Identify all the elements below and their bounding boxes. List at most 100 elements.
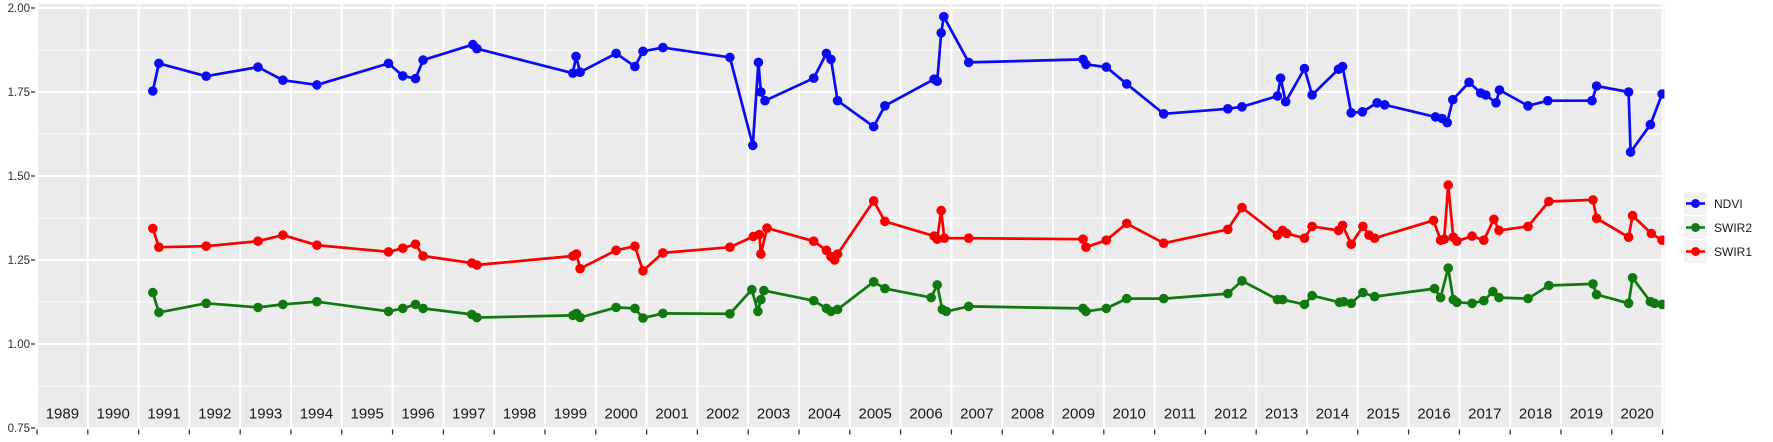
- data-point-swir1: [725, 242, 735, 252]
- data-point-ndvi: [398, 71, 408, 81]
- y-axis-tick-label: 1.00: [8, 339, 30, 351]
- data-point-swir1: [1646, 228, 1657, 239]
- data-point-ndvi: [1121, 79, 1132, 89]
- data-point-swir1: [278, 230, 288, 240]
- data-point-swir1: [410, 239, 421, 249]
- data-point-swir2: [1081, 306, 1091, 317]
- data-point-swir2: [312, 296, 322, 307]
- data-point-swir1: [1223, 224, 1233, 235]
- data-point-swir2: [1429, 283, 1440, 294]
- data-point-swir2: [1346, 298, 1356, 309]
- data-point-swir2: [880, 283, 890, 294]
- data-point-ndvi: [1081, 59, 1091, 70]
- x-axis-tick-label: 1989: [46, 406, 79, 423]
- x-axis-tick-label: 2014: [1316, 406, 1349, 423]
- data-point-swir2: [926, 292, 936, 303]
- legend: NDVI SWIR2 SWIR1: [1684, 192, 1752, 263]
- data-point-ndvi: [1625, 147, 1636, 157]
- series-swir2: [148, 263, 1665, 323]
- x-axis-tick-label: 2016: [1417, 406, 1450, 423]
- data-point-ndvi: [932, 76, 942, 86]
- data-point-ndvi: [418, 55, 428, 65]
- data-point-swir2: [1591, 289, 1602, 300]
- x-axis-tick-label: 1999: [554, 406, 587, 423]
- data-point-swir2: [1299, 299, 1310, 310]
- data-point-swir2: [747, 284, 757, 295]
- x-axis-tick-label: 1990: [97, 406, 130, 423]
- data-point-swir2: [1544, 280, 1554, 291]
- data-point-swir2: [253, 302, 263, 313]
- x-axis-tick-label: 2018: [1519, 406, 1552, 423]
- data-point-swir1: [253, 236, 263, 246]
- data-point-swir2: [154, 307, 164, 318]
- data-point-swir1: [1439, 234, 1449, 244]
- x-axis-tick-label: 2007: [960, 406, 993, 423]
- data-point-swir1: [963, 233, 974, 243]
- data-point-ndvi: [939, 11, 949, 22]
- data-point-swir1: [1657, 235, 1665, 245]
- legend-point-line-icon: [1686, 199, 1705, 208]
- data-point-ndvi: [1158, 109, 1169, 119]
- data-point-swir1: [638, 266, 648, 276]
- data-point-swir2: [611, 302, 621, 313]
- data-point-swir2: [725, 309, 735, 319]
- data-point-swir2: [638, 313, 648, 323]
- x-axis-tick-label: 2017: [1468, 406, 1501, 423]
- x-axis-tick-label: 2005: [859, 406, 892, 423]
- data-point-ndvi: [630, 61, 640, 72]
- data-point-swir2: [410, 299, 421, 310]
- x-axis-tick-label: 2012: [1214, 406, 1247, 423]
- x-axis-tick-label: 1993: [249, 406, 282, 423]
- x-axis-tick-label: 2006: [909, 406, 942, 423]
- legend-entry-swir1: SWIR1: [1684, 240, 1752, 263]
- legend-point-line-icon: [1686, 247, 1705, 256]
- x-axis-tick-label: 2013: [1265, 406, 1298, 423]
- data-point-swir1: [756, 249, 766, 259]
- data-point-ndvi: [1523, 101, 1533, 111]
- data-point-ndvi: [1272, 91, 1283, 101]
- data-point-swir1: [880, 216, 890, 227]
- data-point-swir1: [398, 243, 408, 253]
- legend-point-line-icon: [1686, 223, 1705, 232]
- data-point-swir1: [571, 249, 582, 259]
- data-point-swir1: [1337, 220, 1348, 231]
- x-axis-tick-label: 1996: [401, 406, 434, 423]
- data-point-ndvi: [1223, 104, 1233, 114]
- data-point-swir2: [418, 303, 428, 314]
- data-point-ndvi: [1357, 107, 1368, 117]
- data-point-ndvi: [611, 48, 621, 59]
- data-point-ndvi: [808, 73, 819, 83]
- data-point-swir2: [398, 303, 408, 314]
- data-point-swir1: [1443, 180, 1453, 190]
- data-point-swir2: [658, 308, 668, 319]
- data-point-swir1: [1078, 234, 1088, 244]
- data-point-swir1: [1281, 228, 1292, 239]
- data-point-swir1: [1544, 196, 1554, 207]
- data-point-swir1: [1588, 195, 1598, 205]
- data-point-swir2: [1494, 292, 1504, 303]
- data-point-ndvi: [568, 68, 578, 78]
- data-point-swir1: [1623, 232, 1634, 242]
- data-point-swir1: [868, 196, 879, 206]
- legend-key-swatch-swir1: [1684, 240, 1707, 263]
- data-point-ndvi: [410, 73, 421, 84]
- data-point-swir1: [1467, 231, 1477, 241]
- legend-label-ndvi: NDVI: [1714, 196, 1743, 211]
- y-axis-tick-label: 1.50: [8, 171, 30, 183]
- data-point-swir2: [1369, 291, 1380, 302]
- legend-key-swatch-ndvi: [1684, 192, 1707, 215]
- series-line-ndvi: [151, 15, 1664, 154]
- data-point-ndvi: [154, 58, 164, 69]
- data-point-swir1: [154, 242, 164, 252]
- x-axis-tick-label: 2008: [1011, 406, 1044, 423]
- data-point-swir2: [1488, 286, 1498, 297]
- data-point-swir1: [1237, 202, 1247, 213]
- data-point-swir1: [1627, 210, 1638, 221]
- data-point-swir1: [201, 241, 211, 251]
- data-point-swir1: [1121, 218, 1132, 229]
- data-point-ndvi: [1101, 62, 1112, 72]
- data-point-ndvi: [963, 57, 974, 68]
- data-point-swir1: [611, 245, 621, 256]
